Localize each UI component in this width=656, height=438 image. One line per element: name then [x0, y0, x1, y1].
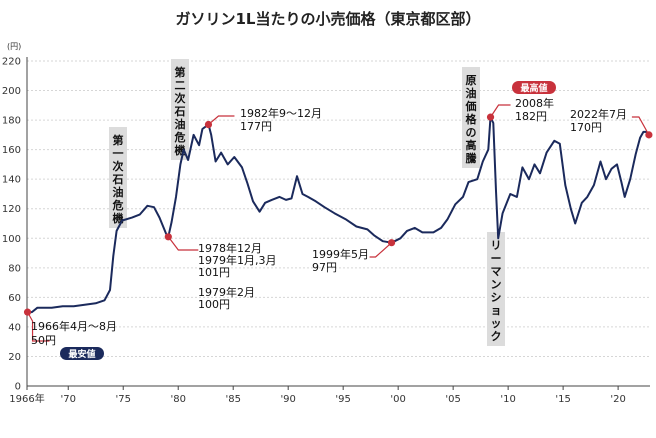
x-tick-label: '05 [445, 394, 460, 405]
x-tick-label: '95 [335, 394, 350, 405]
badge-lowest: 最安値 [68, 348, 95, 360]
y-tick-label: 60 [8, 293, 21, 304]
x-tick-label: '70 [60, 394, 75, 405]
y-tick-label: 80 [8, 263, 21, 274]
event-label-lehman-shock-box [487, 232, 505, 346]
y-tick-label: 180 [2, 116, 21, 127]
callout-1982-leader [208, 115, 235, 125]
callout-1999-line: 1999年5月 [312, 247, 369, 261]
x-axis-labels: 1966年 '70 '75 '80 '85 '90 '95 '00 '05 '10 '15 '20 [9, 392, 626, 405]
callout-1999-line: 97円 [312, 261, 337, 274]
x-tick-label: '00 [390, 394, 405, 405]
x-tick-label: '75 [115, 394, 130, 405]
event-label-oil-crisis-2: 第二次石油危機 [174, 65, 186, 157]
callout-min-leader [27, 311, 50, 342]
badge-lowest-bg [60, 347, 104, 360]
callout-2022-leader [631, 116, 650, 136]
callout-max-dot [486, 113, 495, 121]
callout-1979-line: 101円 [198, 266, 230, 279]
badge-highest-bg [512, 81, 556, 94]
y-tick-label: 100 [2, 234, 21, 245]
badge-highest: 最高値 [520, 82, 547, 94]
y-tick-label: 160 [2, 145, 21, 156]
callout-min-line: 1966年4月〜8月 [31, 319, 117, 333]
callout-1999-leader [369, 242, 392, 258]
event-label-crude-spike: 原油価格の高騰 [465, 74, 478, 165]
price-line [27, 116, 650, 314]
x-tick-label: '15 [555, 394, 570, 405]
callout-1982-dot [204, 120, 213, 129]
callout-max-line: 2008年 [515, 96, 554, 110]
axes [26, 57, 650, 390]
callout-2022-line: 170円 [570, 121, 602, 134]
y-tick-label: 0 [15, 382, 21, 393]
y-tick-label: 40 [8, 322, 21, 333]
event-label-lehman-shock: リーマンショック [491, 239, 502, 343]
callout-2022-dot [645, 131, 653, 139]
y-tick-label: 200 [2, 86, 21, 97]
callout-min-line: 50円 [31, 334, 56, 347]
y-axis-labels: 0 20 40 60 80 100 120 140 160 180 200 220 [2, 57, 21, 393]
event-label-oil-crisis-1: 第一次石油危機 [112, 133, 124, 225]
callout-1982-line: 1982年9〜12月 [240, 106, 322, 120]
callout-1979-leader [167, 236, 199, 251]
y-tick-label: 120 [2, 204, 21, 215]
x-tick-label: '80 [170, 394, 185, 405]
x-tick-label: '20 [610, 394, 625, 405]
y-tick-label: 220 [2, 57, 21, 68]
x-tick-label: '10 [500, 394, 515, 405]
callout-max-leader [490, 104, 511, 118]
callout-2022-line: 2022年7月 [570, 107, 627, 121]
callout-max-line: 182円 [515, 110, 547, 123]
callout-1982-line: 177円 [240, 120, 272, 133]
callout-1979-feb-line: 100円 [198, 298, 230, 311]
callout-1979-feb-line: 1979年2月 [198, 285, 255, 299]
x-tick-label: '90 [280, 394, 295, 405]
y-axis-unit: (円) [7, 42, 21, 51]
callout-1979-line: 1979年1月,3月 [198, 253, 277, 267]
series [27, 116, 650, 314]
callout-1979-line: 1978年12月 [198, 241, 262, 255]
y-tick-label: 140 [2, 175, 21, 186]
callout-1979-dot [164, 233, 172, 241]
x-tick-label: '85 [225, 394, 240, 405]
callout-1999-dot [387, 239, 396, 247]
event-label-crude-spike-box [462, 67, 480, 168]
y-tick-label: 20 [8, 352, 21, 363]
chart-title: ガソリン1L当たりの小売価格（東京都区部） [176, 10, 481, 28]
event-label-oil-crisis-1-box [109, 127, 127, 228]
callout-min-dot [23, 308, 32, 316]
event-label-oil-crisis-2-box [171, 59, 189, 160]
x-tick-label: 1966年 [9, 392, 44, 405]
